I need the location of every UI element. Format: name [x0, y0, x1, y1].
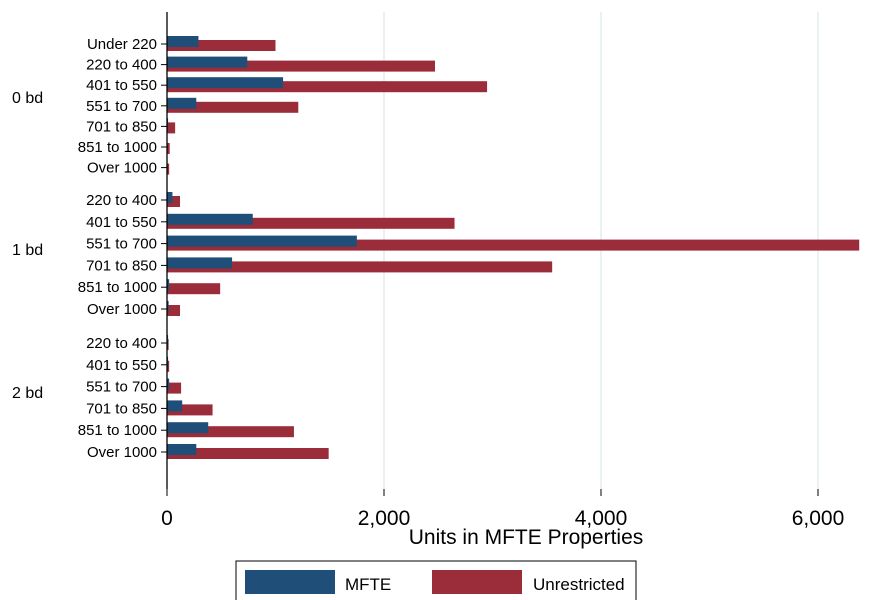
category-label: 220 to 400 — [86, 57, 157, 74]
category-label: Under 220 — [87, 36, 157, 53]
bar-mfte — [167, 378, 170, 390]
bar-mfte — [167, 301, 169, 312]
group-labels: 0 bd 1 bd 2 bd — [12, 90, 43, 402]
group-label: 1 bd — [12, 242, 43, 259]
bar-unrestricted — [167, 305, 181, 316]
bar-unrestricted — [167, 143, 170, 154]
bar-mfte — [167, 235, 357, 247]
legend-label-mfte: MFTE — [345, 575, 391, 594]
bar-unrestricted — [167, 81, 488, 93]
category-label: Over 1000 — [87, 444, 157, 461]
bar-mfte — [167, 56, 248, 68]
bar-unrestricted — [167, 261, 553, 273]
category-label: 401 to 550 — [86, 77, 157, 94]
category-label: Over 1000 — [87, 160, 157, 177]
bar-unrestricted — [167, 426, 294, 438]
axes — [161, 12, 168, 489]
category-label: 701 to 850 — [86, 257, 157, 274]
category-label: 220 to 400 — [86, 192, 157, 209]
legend-swatch-unrestricted — [432, 570, 522, 594]
category-label: 701 to 850 — [86, 400, 157, 417]
legend: MFTE Unrestricted — [235, 560, 637, 600]
group-label: 2 bd — [12, 385, 43, 402]
bar-mfte — [167, 213, 253, 225]
bar-mfte — [167, 444, 197, 455]
bar-unrestricted — [167, 217, 455, 229]
bar-mfte — [167, 77, 284, 89]
legend-swatch-mfte — [245, 570, 335, 594]
category-label: 220 to 400 — [86, 335, 157, 352]
x-tick-label: 0 — [161, 507, 173, 530]
category-label: Over 1000 — [87, 301, 157, 318]
x-tick-label: 4,000 — [575, 507, 628, 530]
bars — [167, 36, 860, 459]
x-ticks: 0 2,000 4,000 6,000 — [161, 489, 844, 530]
bar-mfte — [167, 279, 170, 291]
bar-mfte — [167, 422, 209, 434]
category-label: 401 to 550 — [86, 214, 157, 231]
bar-unrestricted — [167, 60, 435, 72]
bar-mfte — [167, 97, 197, 109]
bar-unrestricted — [167, 382, 182, 394]
bar-mfte — [167, 400, 183, 412]
legend-label-unrestricted: Unrestricted — [533, 575, 625, 594]
bar-unrestricted — [167, 122, 176, 134]
bar-unrestricted — [167, 239, 860, 251]
bar-unrestricted — [167, 448, 329, 459]
category-label: 851 to 1000 — [78, 279, 157, 296]
category-label: 851 to 1000 — [78, 139, 157, 156]
category-label: 851 to 1000 — [78, 422, 157, 439]
bar-unrestricted — [167, 283, 221, 295]
bar-unrestricted — [167, 101, 299, 113]
category-label: 551 to 700 — [86, 379, 157, 396]
category-label: 401 to 550 — [86, 357, 157, 374]
category-labels: Under 220 220 to 400 401 to 550 551 to 700 7… — [78, 36, 157, 461]
category-label: 701 to 850 — [86, 118, 157, 135]
bar-unrestricted — [167, 196, 181, 207]
bar-mfte — [167, 257, 233, 269]
x-tick-label: 6,000 — [792, 507, 845, 530]
bar-unrestricted — [167, 163, 170, 175]
x-tick-label: 2,000 — [358, 507, 411, 530]
x-axis-title: Units in MFTE Properties — [409, 526, 644, 549]
bar-unrestricted — [167, 40, 276, 51]
bar-unrestricted — [167, 404, 213, 416]
category-label: 551 to 700 — [86, 236, 157, 253]
group-label: 0 bd — [12, 90, 43, 107]
bar-mfte — [167, 36, 199, 47]
bar-mfte — [167, 192, 173, 203]
category-label: 551 to 700 — [86, 98, 157, 115]
